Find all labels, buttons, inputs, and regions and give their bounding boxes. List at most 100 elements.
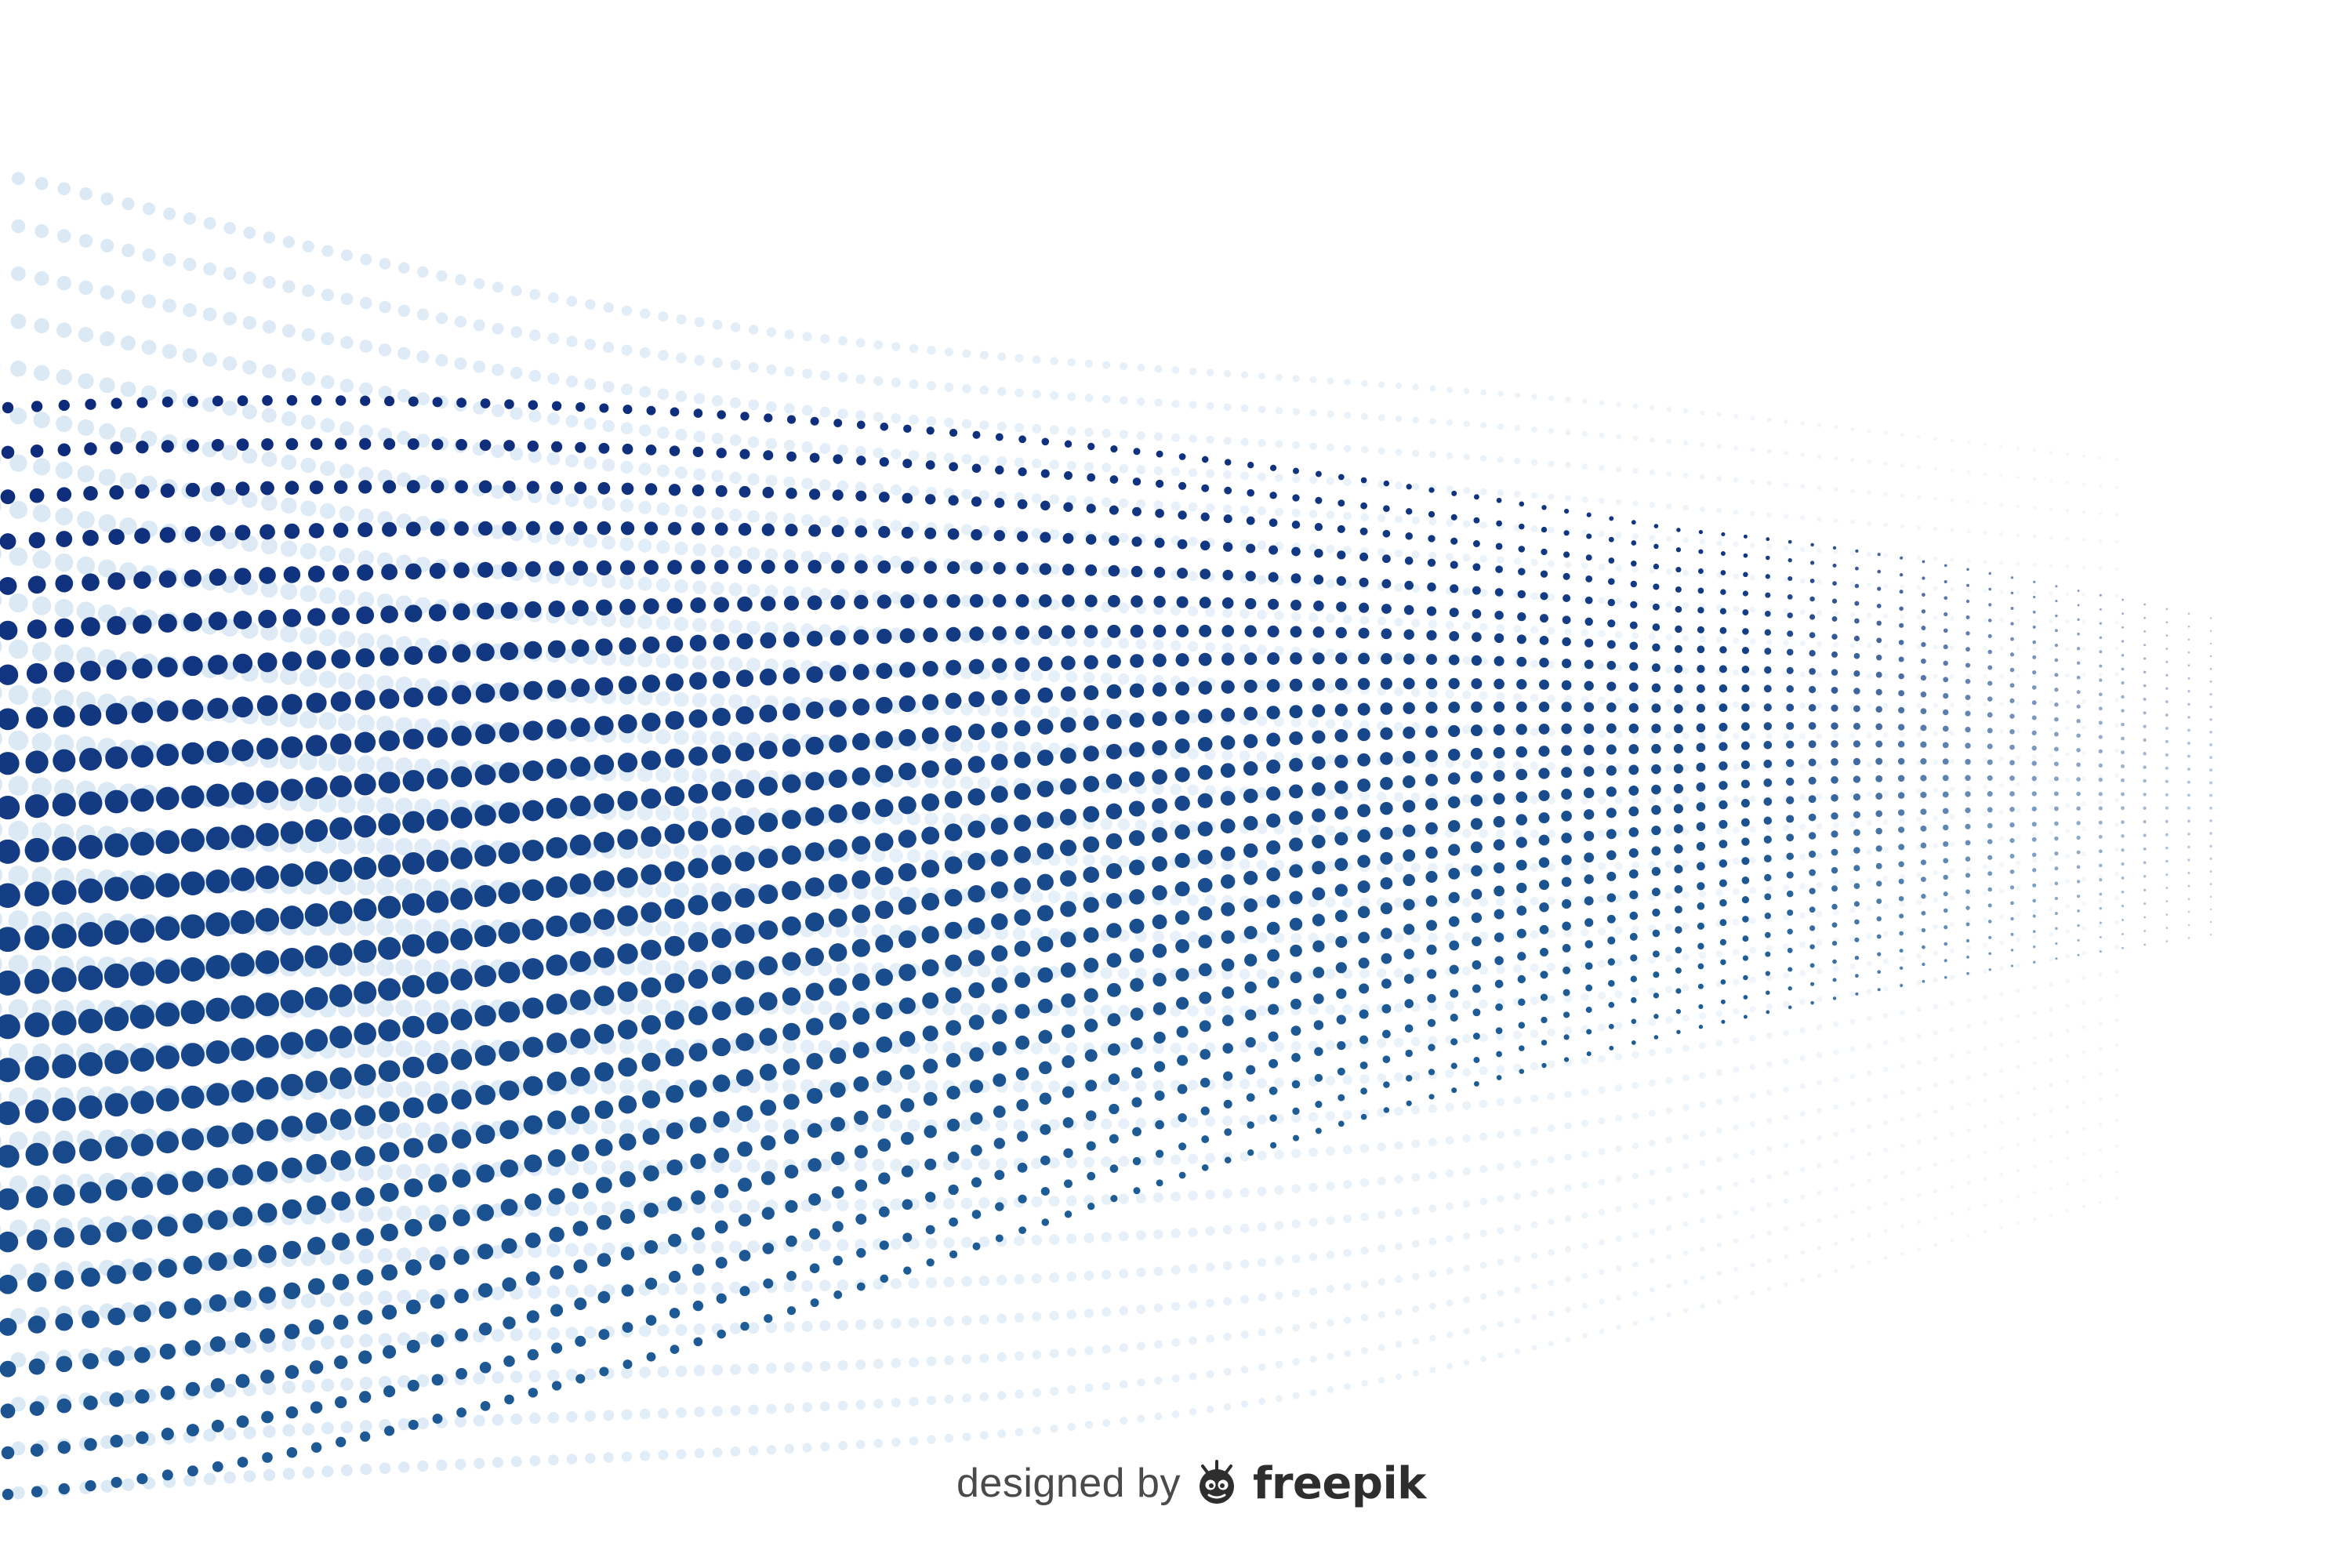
halftone-dot	[308, 523, 325, 539]
halftone-dot	[603, 1410, 615, 1421]
halftone-dot	[1849, 1018, 1856, 1025]
halftone-dot	[33, 458, 51, 476]
halftone-dot	[1428, 1036, 1438, 1046]
halftone-dot	[527, 1348, 539, 1361]
halftone-dot	[52, 1097, 76, 1121]
halftone-dot	[110, 1435, 123, 1448]
halftone-dot	[1598, 563, 1606, 571]
halftone-dot	[1849, 612, 1856, 618]
halftone-dot	[1816, 1052, 1823, 1058]
halftone-dot	[1514, 490, 1521, 498]
halftone-dot	[1102, 1381, 1111, 1391]
halftone-dot	[926, 1277, 937, 1288]
halftone-dot	[1665, 1225, 1672, 1231]
halftone-dot	[299, 752, 318, 771]
halftone-dot	[1882, 958, 1889, 964]
halftone-dot	[675, 466, 688, 479]
halftone-dot	[2098, 996, 2103, 1002]
halftone-dot	[1983, 1203, 1987, 1207]
halftone-dot	[54, 779, 74, 799]
halftone-dot	[922, 694, 939, 711]
halftone-dot	[261, 437, 274, 451]
halftone-dot	[1084, 594, 1098, 608]
halftone-dot	[1949, 758, 1955, 764]
halftone-dot	[524, 1154, 543, 1173]
halftone-dot	[1665, 503, 1672, 510]
halftone-dot	[2082, 1075, 2086, 1080]
halftone-dot	[1015, 1035, 1030, 1050]
halftone-dot	[403, 1097, 424, 1119]
halftone-dot	[2016, 1221, 2020, 1225]
halftone-dot	[262, 1452, 273, 1463]
halftone-dot	[1246, 543, 1256, 554]
halftone-dot	[1240, 371, 1249, 379]
halftone-dot	[1531, 394, 1537, 400]
halftone-dot	[1102, 361, 1111, 369]
halftone-dot	[1222, 504, 1232, 514]
halftone-dot	[1548, 493, 1555, 500]
halftone-dot	[1032, 1350, 1042, 1359]
halftone-dot	[2098, 619, 2103, 624]
halftone-dot	[55, 553, 74, 572]
halftone-dot	[231, 1122, 254, 1145]
halftone-dot	[301, 372, 316, 386]
halftone-dot	[694, 1448, 705, 1459]
halftone-dot	[1965, 673, 1971, 679]
halftone-dot	[223, 267, 237, 281]
halftone-dot	[656, 1283, 670, 1296]
halftone-dot	[740, 1322, 750, 1331]
halftone-dot	[260, 537, 278, 555]
halftone-dot	[1666, 470, 1672, 477]
halftone-dot	[668, 484, 681, 496]
halftone-dot	[784, 329, 794, 339]
halftone-dot	[379, 688, 400, 710]
halftone-dot	[673, 616, 689, 631]
halftone-dot	[978, 1275, 990, 1287]
halftone-dot	[1783, 1114, 1789, 1120]
halftone-dot	[1867, 1151, 1872, 1156]
halftone-dot	[637, 690, 653, 706]
halftone-dot	[805, 807, 825, 826]
halftone-dot	[1732, 857, 1740, 865]
halftone-dot	[947, 1151, 960, 1163]
halftone-dot	[566, 296, 578, 307]
halftone-dot	[427, 686, 448, 706]
halftone-dot	[161, 1428, 174, 1441]
halftone-dot	[1998, 756, 2005, 761]
halftone-dot	[415, 1163, 431, 1179]
halftone-dot	[2049, 956, 2053, 962]
halftone-dot	[490, 524, 506, 539]
halftone-dot	[474, 804, 496, 826]
halftone-dot	[258, 1244, 277, 1264]
halftone-dot	[1900, 1063, 1905, 1069]
halftone-dot	[456, 438, 467, 451]
halftone-dot	[162, 396, 173, 408]
halftone-dot	[1309, 1321, 1317, 1330]
halftone-dot	[808, 1158, 822, 1172]
halftone-dot	[942, 1002, 956, 1016]
halftone-dot	[1982, 702, 1987, 707]
halftone-dot	[1325, 1111, 1335, 1121]
halftone-dot	[764, 1119, 779, 1133]
halftone-dot	[642, 1127, 660, 1145]
halftone-dot	[1100, 855, 1112, 867]
halftone-dot	[688, 969, 708, 989]
halftone-dot	[1198, 709, 1213, 724]
halftone-dot	[104, 1050, 129, 1074]
halftone-dot	[1999, 991, 2004, 996]
halftone-dot	[1632, 566, 1639, 573]
halftone-dot	[337, 836, 356, 855]
halftone-dot	[1715, 1156, 1722, 1163]
halftone-dot	[735, 742, 754, 762]
halftone-dot	[809, 1263, 820, 1274]
halftone-dot	[782, 916, 801, 936]
halftone-dot	[103, 920, 129, 946]
halftone-dot	[1292, 1358, 1300, 1366]
halftone-dot	[1290, 932, 1301, 944]
halftone-dot	[1206, 401, 1214, 410]
halftone-dot	[622, 443, 633, 455]
halftone-dot	[230, 825, 255, 848]
halftone-dot	[548, 1188, 565, 1205]
halftone-dot	[2049, 619, 2053, 623]
halftone-dot	[1581, 463, 1588, 470]
